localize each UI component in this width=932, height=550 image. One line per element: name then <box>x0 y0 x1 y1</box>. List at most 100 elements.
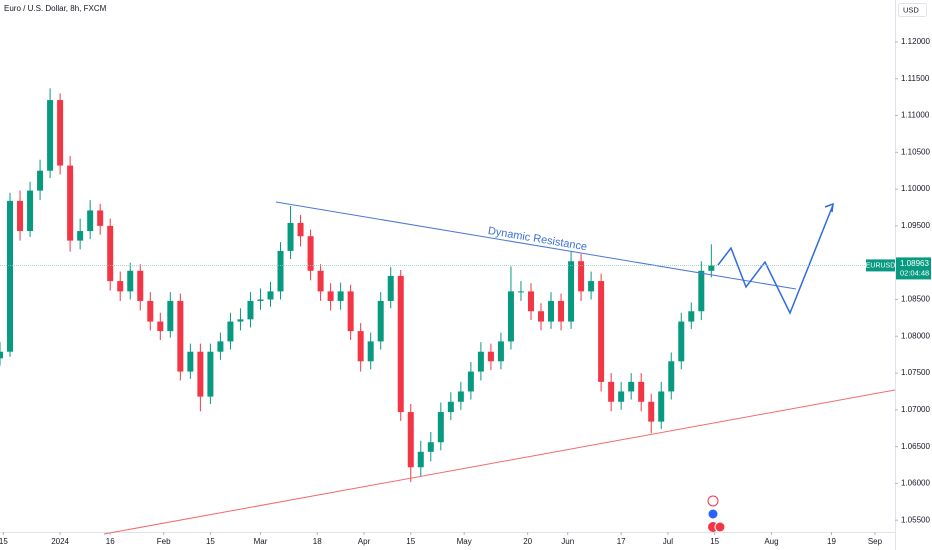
countdown: 02:04:48 <box>900 268 929 277</box>
candle-body <box>27 190 34 232</box>
candle-body <box>618 391 625 402</box>
candle-body <box>578 261 585 292</box>
candle-body <box>0 351 3 359</box>
currency: USD <box>903 5 919 14</box>
indicator-icons <box>707 495 726 533</box>
x-tick-label: Jun <box>561 537 574 546</box>
candle-body <box>317 270 324 292</box>
projection-arrowhead <box>824 202 834 213</box>
candle-body <box>157 321 164 332</box>
candle-body <box>17 200 24 232</box>
y-tick-label: 1.11500 <box>901 74 930 83</box>
x-tick-label: May <box>457 537 472 546</box>
candle-body <box>147 300 154 322</box>
candle-body <box>107 225 114 282</box>
candle-body <box>117 281 124 292</box>
candle-body <box>568 261 575 322</box>
candle-body <box>588 281 595 292</box>
candle-body <box>437 412 444 443</box>
x-tick-label: Apr <box>358 537 371 546</box>
x-tick-label: 15 <box>710 537 719 546</box>
y-tick-label: 1.08000 <box>901 331 930 340</box>
candle-body <box>407 412 414 468</box>
candle-body <box>538 311 545 322</box>
x-tick-label: 16 <box>106 537 115 546</box>
candle-body <box>287 222 294 251</box>
candle-body <box>598 281 605 382</box>
x-tick-label: 18 <box>313 537 322 546</box>
candle-body <box>227 321 234 342</box>
candle-body <box>377 300 384 342</box>
last-price-label: 1.08963 <box>900 259 929 268</box>
plot <box>0 88 715 482</box>
candle-body <box>327 291 334 301</box>
y-tick-label: 1.07000 <box>901 405 930 414</box>
currency-box[interactable] <box>898 3 927 17</box>
x-tick-label: 20 <box>523 537 532 546</box>
candle-body <box>457 391 464 402</box>
x-tick-label: Mar <box>254 537 268 546</box>
candle-body <box>628 381 635 392</box>
candle-body <box>548 300 555 322</box>
resistance-line <box>275 201 797 290</box>
candle-body <box>197 351 204 397</box>
candle-body <box>507 291 514 342</box>
icon[interactable] <box>707 495 719 507</box>
y-tick-label: 1.11000 <box>901 111 930 120</box>
candle-body <box>648 401 655 422</box>
candle-body <box>257 299 264 301</box>
candle-body <box>558 300 565 322</box>
x-tick-label: 19 <box>827 537 836 546</box>
candle-body <box>77 231 84 241</box>
candle-body <box>217 341 224 352</box>
candle-body <box>447 401 454 413</box>
candle-body <box>517 291 524 293</box>
y-tick-label: 1.10500 <box>901 147 930 156</box>
symbol-box <box>866 259 895 272</box>
candle-body <box>477 351 484 372</box>
y-tick-label: 1.09500 <box>901 221 930 230</box>
x-tick-label: 15 <box>206 537 215 546</box>
icon[interactable] <box>714 521 726 533</box>
candle-body <box>57 100 64 166</box>
candle-body <box>97 210 104 226</box>
candle-body <box>658 391 665 422</box>
candle-body <box>367 341 374 362</box>
x-tick-label: 15 <box>0 537 8 546</box>
candle-body <box>497 341 504 362</box>
x-tick-label: 17 <box>617 537 626 546</box>
candle-body <box>638 381 645 402</box>
candle-body <box>387 275 394 301</box>
candle-body <box>688 311 695 322</box>
candle-body <box>267 291 274 300</box>
projection-path <box>717 204 834 315</box>
chart-title: Euro / U.S. Dollar, 8h, FXCM <box>4 4 107 13</box>
candle-body <box>357 331 364 362</box>
y-tick-label: 1.06000 <box>901 479 930 488</box>
candle-body <box>297 222 304 237</box>
candle-body <box>247 300 254 320</box>
y-tick-label: 1.12000 <box>901 37 930 46</box>
candle-body <box>698 270 705 312</box>
candle-body <box>167 300 174 332</box>
y-tick-label: 1.05500 <box>901 515 930 524</box>
support-line <box>103 389 896 535</box>
x-tick-label: Jul <box>663 537 673 546</box>
x-tick-label: Sep <box>868 537 883 546</box>
y-tick-label: 1.10000 <box>901 184 930 193</box>
y-tick-label: 1.06500 <box>901 442 930 451</box>
candle-body <box>427 442 434 452</box>
x-tick-label: 15 <box>406 537 415 546</box>
candle-body <box>177 300 184 372</box>
candle-body <box>467 371 474 392</box>
candle-body <box>337 291 344 301</box>
candle-body <box>397 275 404 413</box>
last-price-box <box>896 257 931 280</box>
candle-body <box>187 351 194 372</box>
candle-body <box>7 200 14 352</box>
candle-body <box>237 319 244 322</box>
candle-body <box>527 291 534 312</box>
icon[interactable] <box>707 508 719 520</box>
